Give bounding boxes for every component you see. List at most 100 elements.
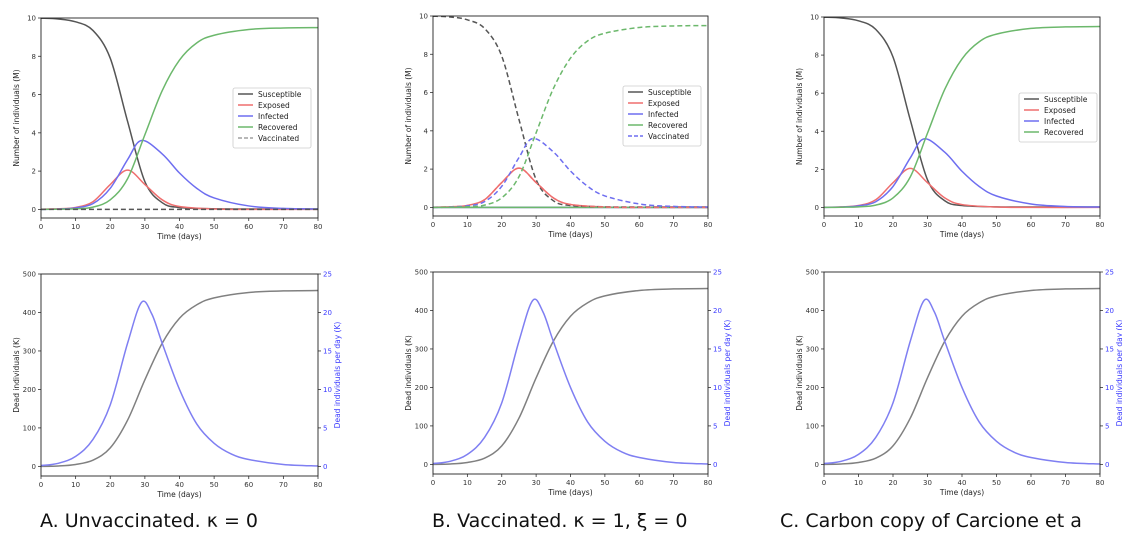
y-right-tick-label: 25 <box>323 271 332 279</box>
y-tick-label: 0 <box>815 461 819 469</box>
y-right-tick-label: 0 <box>1105 461 1109 469</box>
series-line-dead-individuals-per-day <box>41 300 318 467</box>
y-right-tick-label: 10 <box>1105 384 1114 392</box>
x-tick-label: 30 <box>140 223 149 231</box>
x-tick-label: 20 <box>889 221 898 229</box>
legend-box <box>622 85 702 147</box>
y-tick-label: 100 <box>415 422 428 430</box>
y-tick-label: 500 <box>23 271 36 279</box>
y-right-axis-label: Dead individuals per day (K) <box>1115 320 1122 427</box>
axes-frame <box>432 271 709 475</box>
y-right-tick-label: 25 <box>713 269 722 277</box>
legend-label: Exposed <box>648 99 680 108</box>
legend-box <box>232 87 312 149</box>
x-tick-label: 70 <box>1061 479 1070 487</box>
legend: Susceptible Exposed Infected Recovered Vacci… <box>622 85 702 147</box>
y-tick-label: 100 <box>806 422 819 430</box>
y-right-tick-label: 20 <box>1105 307 1114 315</box>
x-tick-label: 50 <box>210 481 219 489</box>
x-tick-label: 10 <box>71 481 80 489</box>
x-tick-label: 80 <box>314 223 323 231</box>
series-lines <box>41 289 318 468</box>
y-right-tick-label: 5 <box>713 422 717 430</box>
x-tick-label: 50 <box>992 479 1001 487</box>
series-lines <box>824 287 1100 466</box>
y-tick-label: 8 <box>424 51 428 59</box>
y-right-tick-label: 5 <box>1105 422 1109 430</box>
x-tick-label: 20 <box>889 479 898 487</box>
y-right-tick-label: 5 <box>323 424 327 432</box>
y-tick-label: 400 <box>23 309 36 317</box>
x-tick-label: 50 <box>210 223 219 231</box>
series-line-dead-individuals <box>41 289 318 468</box>
x-tick-label: 80 <box>704 221 713 229</box>
x-tick-label: 50 <box>600 221 609 229</box>
axes-frame <box>823 271 1101 475</box>
x-tick-label: 30 <box>923 479 932 487</box>
x-tick-label: 0 <box>822 221 826 229</box>
y-axis-label: Number of individuals (M) <box>795 68 804 165</box>
caption-b: B. Vaccinated. κ = 1, ξ = 0 <box>432 510 688 532</box>
x-tick-label: 70 <box>1061 221 1070 229</box>
x-tick-label: 0 <box>39 481 43 489</box>
x-axis-label: Time (days) <box>939 488 984 497</box>
legend-label: Recovered <box>648 121 688 130</box>
series-line-vaccinated-infected <box>433 137 708 209</box>
x-tick-label: 40 <box>566 479 575 487</box>
y-tick-label: 500 <box>415 269 428 277</box>
x-tick-label: 20 <box>497 479 506 487</box>
x-tick-label: 60 <box>244 481 253 489</box>
y-tick-label: 300 <box>23 347 36 355</box>
legend-label: Susceptible <box>648 88 692 97</box>
y-tick-label: 0 <box>32 463 36 471</box>
x-tick-label: 10 <box>71 223 80 231</box>
series-line-vaccinated-recovered <box>433 24 708 209</box>
legend-label: Vaccinated <box>648 132 689 141</box>
y-tick-label: 400 <box>806 307 819 315</box>
legend-box <box>1018 92 1098 143</box>
y-right-tick-label: 0 <box>713 461 717 469</box>
x-tick-label: 40 <box>175 481 184 489</box>
series-line-dead-individuals <box>824 287 1100 466</box>
x-tick-label: 10 <box>463 221 472 229</box>
legend-label: Susceptible <box>258 90 302 99</box>
y-tick-label: 2 <box>32 168 36 176</box>
x-tick-label: 0 <box>822 479 826 487</box>
x-tick-label: 50 <box>992 221 1001 229</box>
x-tick-label: 60 <box>635 479 644 487</box>
y-tick-label: 6 <box>424 89 429 97</box>
x-tick-label: 80 <box>1096 479 1105 487</box>
y-right-tick-label: 15 <box>1105 345 1114 353</box>
chart-panel-b-top: 0 10 20 30 40 50 60 70 80 0 2 4 6 8 10 Time (days) Numbe… <box>404 13 712 240</box>
y-axis-label: Number of individuals (M) <box>404 67 413 164</box>
legend-label: Recovered <box>258 123 298 132</box>
y-tick-label: 300 <box>415 345 428 353</box>
x-tick-label: 40 <box>175 223 184 231</box>
y-right-tick-label: 15 <box>713 345 722 353</box>
x-tick-label: 30 <box>923 221 932 229</box>
x-tick-label: 0 <box>431 221 435 229</box>
y-tick-label: 8 <box>815 52 819 60</box>
legend: Susceptible Exposed Infected Recovered Vacci… <box>232 87 312 149</box>
x-tick-label: 80 <box>1096 221 1105 229</box>
x-tick-label: 30 <box>140 481 149 489</box>
y-tick-label: 500 <box>806 269 819 277</box>
y-tick-label: 10 <box>419 13 428 21</box>
y-tick-label: 0 <box>32 206 36 214</box>
x-axis-label: Time (days) <box>156 490 201 499</box>
chart-panel-c-bottom: 0 10 20 30 40 50 60 70 80 0 100 200 300 400 500 0 5 10 15 2… <box>795 269 1122 498</box>
axes-frame <box>823 16 1101 217</box>
chart-panel-b-bottom: 0 10 20 30 40 50 60 70 80 0 100 200 300 400 500 0 5 10 15 2… <box>404 269 732 498</box>
y-tick-label: 300 <box>806 345 819 353</box>
y-tick-label: 6 <box>32 91 37 99</box>
x-axis-label: Time (days) <box>939 230 984 239</box>
x-tick-label: 40 <box>958 479 967 487</box>
chart-panel-a-top: 0 10 20 30 40 50 60 70 80 0 2 4 6 8 10 Time (days) Numbe… <box>12 15 322 242</box>
series-line-exposed <box>824 167 1100 209</box>
caption-c: C. Carbon copy of Carcione et a <box>780 510 1082 532</box>
y-tick-label: 400 <box>415 307 428 315</box>
axes-frame <box>40 17 319 219</box>
y-right-tick-label: 10 <box>713 384 722 392</box>
y-tick-label: 200 <box>806 384 819 392</box>
series-line-dead-individuals-per-day <box>433 298 708 465</box>
